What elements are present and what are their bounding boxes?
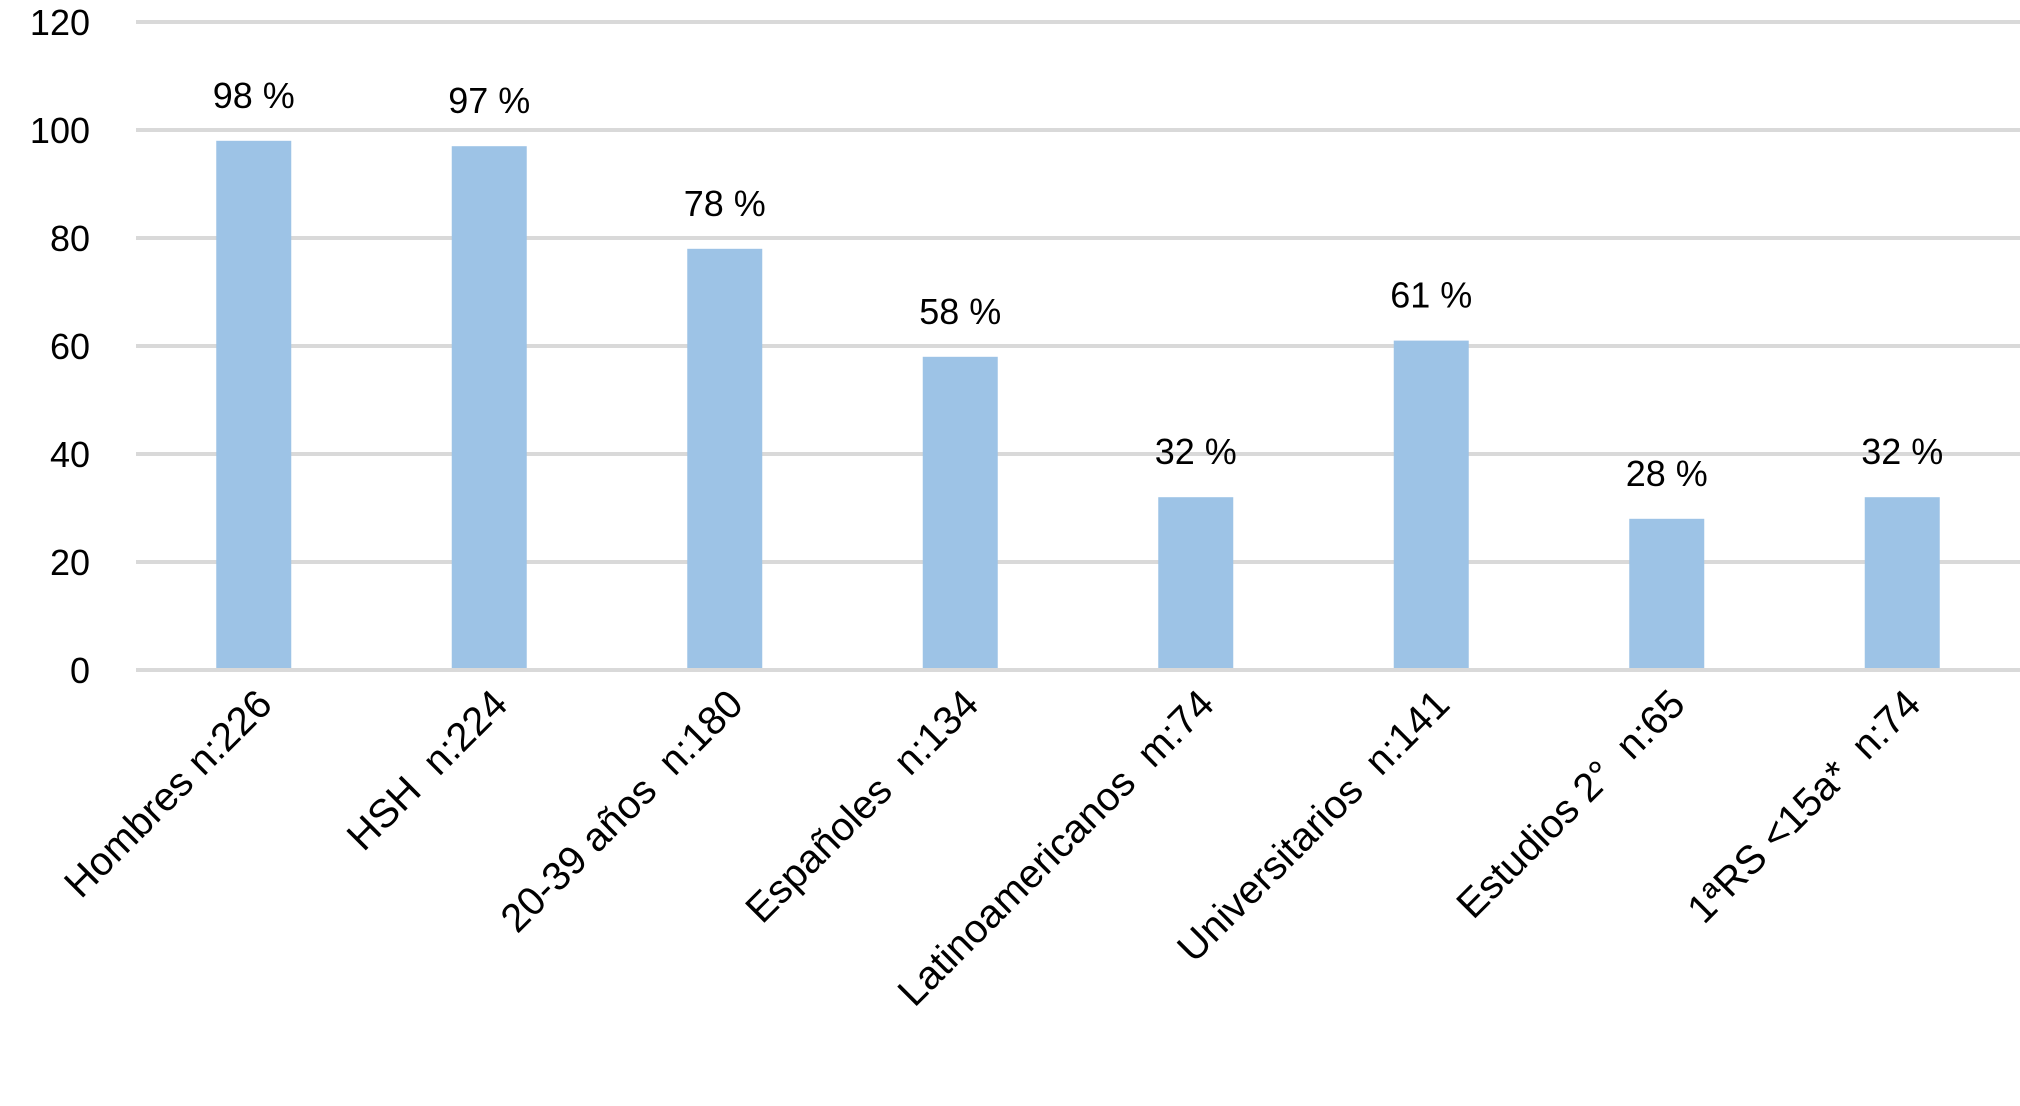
data-label: 32 % <box>1861 431 1943 472</box>
data-label: 61 % <box>1390 275 1472 316</box>
bar <box>1158 497 1234 668</box>
x-category-label: Estudios 2° n:65 <box>1448 682 1693 927</box>
y-tick-label: 20 <box>50 542 90 583</box>
bar <box>451 146 527 668</box>
y-tick-label: 40 <box>50 434 90 475</box>
y-tick-label: 120 <box>30 2 90 43</box>
data-label: 98 % <box>213 75 295 116</box>
bar <box>1393 340 1469 668</box>
x-category-label: Universitarios n:141 <box>1169 682 1458 971</box>
bar <box>1629 518 1705 668</box>
x-category-label: Españoles n:134 <box>737 682 987 932</box>
data-label: 32 % <box>1155 431 1237 472</box>
data-label: 28 % <box>1626 453 1708 494</box>
bar <box>922 356 998 668</box>
bar <box>216 140 292 669</box>
data-label: 58 % <box>919 291 1001 332</box>
y-tick-label: 60 <box>50 326 90 367</box>
bar <box>1864 497 1940 668</box>
data-label: 97 % <box>448 80 530 121</box>
y-tick-label: 0 <box>70 650 90 691</box>
bar <box>687 248 763 669</box>
y-tick-label: 80 <box>50 218 90 259</box>
x-category-label: 20-39 años n:180 <box>492 682 751 941</box>
x-category-label: HSH n:224 <box>339 682 516 859</box>
x-category-label: Hombres n:226 <box>56 682 280 906</box>
data-label: 78 % <box>684 183 766 224</box>
x-category-label: 1ªRS <15a* n:74 <box>1679 682 1929 932</box>
y-tick-label: 100 <box>30 110 90 151</box>
